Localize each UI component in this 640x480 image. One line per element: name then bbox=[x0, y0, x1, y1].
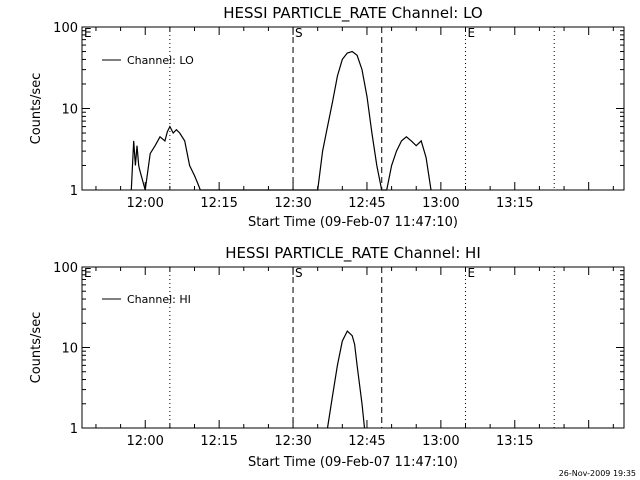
plot-frame bbox=[81, 266, 625, 429]
x-axis-label: Start Time (09-Feb-07 11:47:10) bbox=[248, 455, 458, 470]
x-tick-label: 13:15 bbox=[496, 196, 533, 211]
legend-label: Channel: LO bbox=[127, 54, 194, 67]
footer-timestamp: 26-Nov-2009 19:35 bbox=[559, 469, 636, 478]
event-marker-label: E bbox=[84, 26, 92, 40]
x-tick-label: 12:30 bbox=[274, 196, 311, 211]
x-tick-label: 12:15 bbox=[200, 434, 237, 449]
x-axis-label: Start Time (09-Feb-07 11:47:10) bbox=[248, 215, 458, 230]
x-tick-label: 12:00 bbox=[126, 196, 163, 211]
chart-title: HESSI PARTICLE_RATE Channel: LO bbox=[223, 4, 482, 23]
x-tick-label: 12:30 bbox=[274, 434, 311, 449]
x-tick-label: 13:15 bbox=[496, 434, 533, 449]
event-marker-label: E bbox=[468, 26, 476, 40]
y-tick-label: 100 bbox=[53, 261, 78, 276]
event-marker-label: S bbox=[295, 266, 303, 280]
event-marker-label: E bbox=[468, 266, 476, 280]
x-tick-label: 12:15 bbox=[200, 196, 237, 211]
y-tick-label: 100 bbox=[53, 21, 78, 36]
x-tick-label: 12:45 bbox=[348, 196, 385, 211]
y-tick-label: 1 bbox=[70, 422, 78, 437]
legend-label: Channel: HI bbox=[127, 293, 191, 306]
y-axis-label: Counts/sec bbox=[29, 312, 44, 384]
panel-lo: HESSI PARTICLE_RATE Channel: LO 1 10 100 12:… bbox=[29, 4, 625, 230]
y-tick-label: 10 bbox=[61, 103, 78, 118]
y-tick-label: 1 bbox=[70, 184, 78, 199]
x-tick-label: 12:45 bbox=[348, 434, 385, 449]
series-line bbox=[326, 330, 366, 429]
chart-title: HESSI PARTICLE_RATE Channel: HI bbox=[225, 244, 481, 263]
event-marker-label: E bbox=[84, 266, 92, 280]
x-tick-label: 13:00 bbox=[422, 196, 459, 211]
panel-hi: HESSI PARTICLE_RATE Channel: HI 1 10 100 12:… bbox=[29, 244, 625, 470]
y-axis-label: Counts/sec bbox=[29, 73, 44, 145]
series-line bbox=[130, 50, 432, 191]
x-tick-label: 13:00 bbox=[422, 434, 459, 449]
event-marker-label: S bbox=[295, 26, 303, 40]
x-tick-label: 12:00 bbox=[126, 434, 163, 449]
y-tick-label: 10 bbox=[61, 342, 78, 357]
